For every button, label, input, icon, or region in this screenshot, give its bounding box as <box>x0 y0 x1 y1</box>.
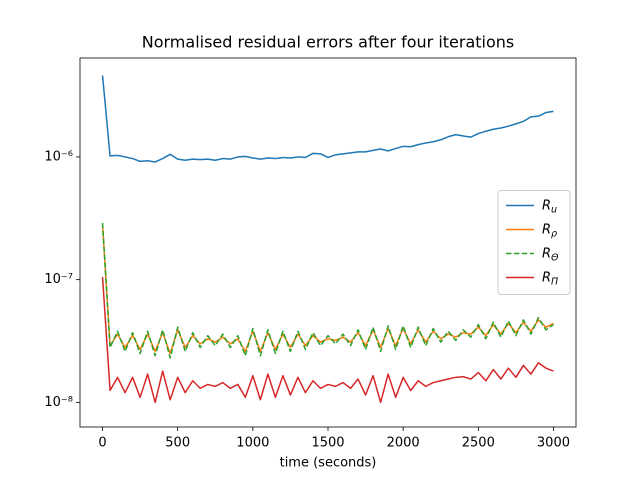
legend-label: Rρ <box>542 222 557 239</box>
line-series <box>101 277 554 404</box>
line-series <box>101 75 554 163</box>
plot-frame <box>79 57 577 428</box>
x-tick-label: 2500 <box>462 436 495 451</box>
x-axis-label: time (seconds) <box>280 456 377 471</box>
x-tick-label: 1500 <box>311 436 344 451</box>
y-tick-label: 10⁻⁶ <box>44 149 73 164</box>
chart-title: Normalised residual errors after four it… <box>142 33 515 52</box>
x-tick-label: 500 <box>165 436 190 451</box>
x-tick-label: 0 <box>98 436 106 451</box>
x-tick-label: 1000 <box>236 436 269 451</box>
legend-box <box>497 190 571 295</box>
legend-label: RΠ <box>542 270 558 287</box>
x-tick-label: 3000 <box>537 436 570 451</box>
line-series <box>101 222 554 359</box>
y-tick-label: 10⁻⁷ <box>44 272 73 287</box>
legend-label: Ru <box>542 198 557 215</box>
x-tick-label: 2000 <box>387 436 420 451</box>
legend-label: RΘ <box>542 246 559 263</box>
y-tick-label: 10⁻⁸ <box>44 395 73 410</box>
